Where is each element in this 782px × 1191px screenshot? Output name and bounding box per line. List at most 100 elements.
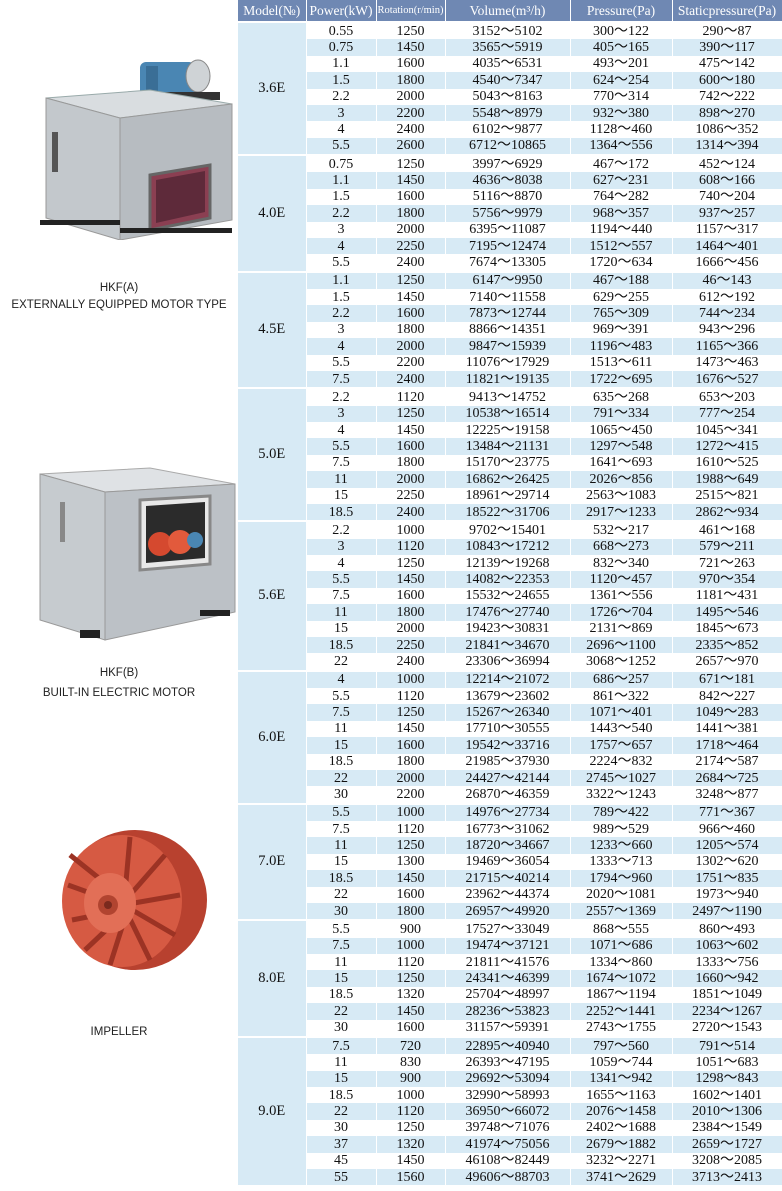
table-row: 7.5 1800 15170～23775 1641～693 1610～525 — [238, 454, 782, 472]
table-row: 3 1800 8866～14351 969～391 943～296 — [238, 321, 782, 339]
volume-cell: 5548～8979 — [445, 104, 571, 122]
volume-cell: 9413～14752 — [445, 387, 571, 406]
pressure-cell: 467～188 — [570, 270, 673, 289]
rotation-cell: 1120 — [376, 538, 446, 555]
rotation-cell: 1000 — [376, 937, 446, 954]
power-cell: 7.5 — [306, 937, 377, 954]
static-cell: 290～87 — [672, 20, 782, 40]
pressure-cell: 1071～401 — [570, 704, 673, 721]
rotation-cell: 900 — [376, 1070, 446, 1087]
rotation-cell: 1120 — [376, 387, 446, 406]
rotation-cell: 1450 — [376, 1003, 446, 1020]
table-row: 11 1250 18720～34667 1233～660 1205～574 — [238, 837, 782, 854]
static-cell: 2174～587 — [672, 753, 782, 770]
static-cell: 1988～649 — [672, 471, 782, 488]
table-row: 1.5 1450 7140～11558 629～255 612～192 — [238, 289, 782, 306]
power-cell: 5.5 — [306, 688, 377, 705]
static-cell: 1473～463 — [672, 354, 782, 371]
power-cell: 45 — [306, 1152, 377, 1169]
pressure-cell: 467～172 — [570, 153, 673, 173]
power-cell: 2.2 — [306, 205, 377, 222]
pressure-cell: 1361～556 — [570, 587, 673, 605]
pressure-cell: 1757～657 — [570, 737, 673, 754]
pressure-cell: 3322～1243 — [570, 786, 673, 804]
volume-cell: 18522～31706 — [445, 503, 571, 522]
volume-cell: 15170～23775 — [445, 454, 571, 472]
volume-cell: 14976～27734 — [445, 802, 571, 821]
pressure-cell: 1333～713 — [570, 853, 673, 871]
rotation-cell: 2000 — [376, 338, 446, 355]
pressure-cell: 968～357 — [570, 205, 673, 222]
power-cell: 22 — [306, 653, 377, 671]
volume-cell: 10538～16514 — [445, 405, 571, 422]
static-cell: 390～117 — [672, 39, 782, 56]
volume-cell: 21841～34670 — [445, 636, 571, 654]
product-image-panel: HKF(A) EXTERNALLY EQUIPPED MOTOR TYPE HK… — [0, 0, 238, 1191]
static-cell: 943～296 — [672, 321, 782, 339]
power-cell: 5.5 — [306, 438, 377, 455]
static-cell: 1602～1401 — [672, 1087, 782, 1104]
static-cell: 1666～456 — [672, 254, 782, 272]
power-cell: 5.5 — [306, 919, 377, 938]
rotation-cell: 1250 — [376, 970, 446, 987]
power-cell: 4 — [306, 237, 377, 255]
power-cell: 4 — [306, 555, 377, 572]
static-cell: 1272～415 — [672, 438, 782, 455]
model-cell: 8.0E — [238, 919, 307, 1037]
rotation-cell: 1300 — [376, 853, 446, 871]
static-cell: 2497～1190 — [672, 902, 782, 921]
power-cell: 2.2 — [306, 520, 377, 539]
hkf-b-model-label: HKF(B) — [99, 667, 139, 679]
static-cell: 452～124 — [672, 153, 782, 173]
static-cell: 2384～1549 — [672, 1119, 782, 1137]
power-cell: 11 — [306, 720, 377, 738]
static-cell: 1973～940 — [672, 886, 782, 903]
pressure-cell: 1334～860 — [570, 954, 673, 971]
rotation-cell: 2400 — [376, 370, 446, 389]
volume-cell: 17527～33049 — [445, 919, 571, 938]
pressure-cell: 1655～1163 — [570, 1087, 673, 1104]
volume-cell: 24341～46399 — [445, 970, 571, 987]
volume-cell: 11821～19135 — [445, 370, 571, 389]
volume-cell: 15532～24655 — [445, 587, 571, 605]
pressure-cell: 2917～1233 — [570, 503, 673, 522]
power-cell: 5.5 — [306, 254, 377, 272]
static-cell: 2720～1543 — [672, 1019, 782, 1037]
rotation-cell: 1450 — [376, 720, 446, 738]
volume-cell: 13484～21131 — [445, 438, 571, 455]
volume-cell: 21985～37930 — [445, 753, 571, 770]
static-cell: 3208～2085 — [672, 1152, 782, 1169]
rotation-cell: 720 — [376, 1035, 446, 1055]
table-row: 3 1120 10843～17212 668～273 579～211 — [238, 538, 782, 555]
volume-cell: 11076～17929 — [445, 354, 571, 371]
model-cell: 7.0E — [238, 802, 307, 921]
rotation-cell: 2400 — [376, 653, 446, 671]
static-cell: 475～142 — [672, 55, 782, 73]
table-row: 4.0E 0.75 1250 3997～6929 467～172 452～124 — [238, 153, 782, 272]
hkf-b-cabinet-fan-icon — [39, 467, 236, 641]
volume-cell: 6712～10865 — [445, 137, 571, 155]
rotation-cell: 1600 — [376, 1019, 446, 1037]
table-row: 5.5 2600 6712～10865 1364～556 1314～394 — [238, 137, 782, 155]
pressure-cell: 1071～686 — [570, 937, 673, 954]
fan-spec-table: Model(№) Power(kW) Rotation(r/min) Volum… — [238, 0, 782, 1186]
static-cell: 1660～942 — [672, 970, 782, 987]
volume-cell: 22895～40940 — [445, 1035, 571, 1055]
power-cell: 5.5 — [306, 354, 377, 371]
rotation-cell: 1800 — [376, 321, 446, 339]
rotation-cell: 1600 — [376, 737, 446, 754]
pressure-cell: 3232～2271 — [570, 1152, 673, 1169]
power-cell: 1.1 — [306, 55, 377, 73]
table-row: 5.5 1120 13679～23602 861～322 842～227 — [238, 688, 782, 705]
rotation-cell: 1600 — [376, 587, 446, 605]
volume-cell: 5756～9979 — [445, 205, 571, 222]
table-row: 11 2000 16862～26425 2026～856 1988～649 — [238, 471, 782, 488]
pressure-cell: 668～273 — [570, 538, 673, 555]
table-row: 3 2200 5548～8979 932～380 898～270 — [238, 104, 782, 122]
volume-cell: 26957～49920 — [445, 902, 571, 921]
power-cell: 30 — [306, 786, 377, 804]
table-row: 4 2000 9847～15939 1196～483 1165～366 — [238, 338, 782, 355]
rotation-cell: 1600 — [376, 305, 446, 322]
power-cell: 15 — [306, 487, 377, 504]
static-cell: 777～254 — [672, 405, 782, 422]
